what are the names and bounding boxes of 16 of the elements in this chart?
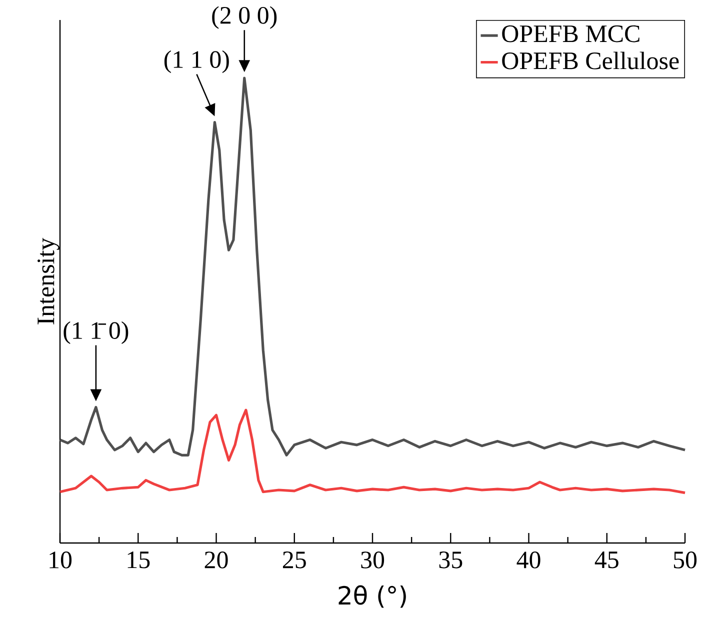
y-axis-title: Intensity: [38, 238, 60, 324]
legend-label: OPEFB Cellulose: [502, 52, 679, 70]
x-tick-label: 45: [594, 552, 618, 568]
x-tick-label: 15: [128, 552, 150, 568]
legend-label: OPEFB MCC: [502, 25, 640, 42]
x-tick-label: 30: [361, 552, 384, 568]
x-tick-label: 20: [204, 552, 228, 568]
annotation: (2 0 0): [212, 6, 277, 29]
annotation: (1 1 0): [164, 50, 229, 74]
x-tick-label: 35: [439, 552, 462, 568]
x-axis-title: 2θ (°): [338, 585, 406, 608]
x-tick-label: 25: [282, 552, 306, 568]
annotation: (1 1̄ 0): [64, 321, 128, 344]
x-tick-label: 10: [50, 552, 72, 568]
x-tick-label: 50: [674, 552, 697, 568]
x-tick-label: 40: [516, 552, 540, 568]
